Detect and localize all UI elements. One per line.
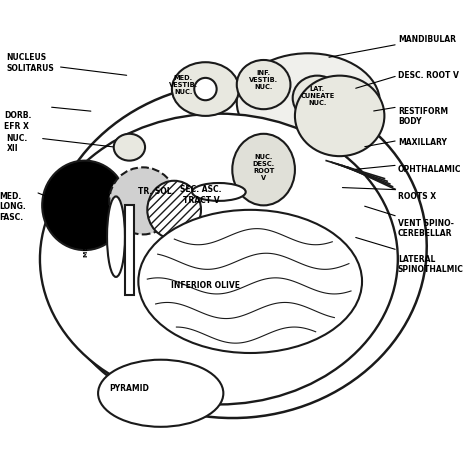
Text: MED.
VESTIB.
NUC.: MED. VESTIB. NUC.: [169, 74, 198, 95]
Ellipse shape: [172, 62, 239, 116]
Text: DORB.
EFR X: DORB. EFR X: [4, 111, 31, 131]
Ellipse shape: [138, 210, 362, 353]
Ellipse shape: [237, 53, 380, 152]
Text: TR. SOL.: TR. SOL.: [138, 188, 175, 197]
Ellipse shape: [107, 197, 125, 277]
Ellipse shape: [295, 76, 384, 156]
Text: INF.
VESTIB.
NUC.: INF. VESTIB. NUC.: [249, 70, 278, 90]
Text: SEC. ASC.
TRACT V: SEC. ASC. TRACT V: [180, 185, 222, 205]
Ellipse shape: [232, 134, 295, 205]
Ellipse shape: [40, 114, 398, 405]
Text: PYRAMID: PYRAMID: [109, 384, 149, 393]
Text: NUC.
DESC.
ROOT
V: NUC. DESC. ROOT V: [253, 154, 274, 181]
Text: NUC.
XII: NUC. XII: [6, 134, 27, 153]
Text: MAXILLARY: MAXILLARY: [398, 138, 447, 147]
Ellipse shape: [237, 60, 291, 109]
Text: INFERIOR OLIVE: INFERIOR OLIVE: [171, 281, 240, 290]
Text: DESC. ROOT V: DESC. ROOT V: [398, 71, 459, 80]
Text: OPHTHALAMIC: OPHTHALAMIC: [398, 165, 461, 174]
Text: MANDIBULAR: MANDIBULAR: [398, 35, 456, 44]
Ellipse shape: [42, 161, 127, 250]
Text: MEDAL LEM: MEDAL LEM: [84, 216, 90, 258]
Ellipse shape: [292, 76, 342, 120]
Ellipse shape: [109, 167, 176, 235]
Text: ROOTS X: ROOTS X: [398, 192, 436, 201]
Ellipse shape: [192, 183, 246, 201]
Text: LAT.
CUNEATE
NUC.: LAT. CUNEATE NUC.: [300, 86, 335, 106]
Ellipse shape: [47, 82, 427, 418]
Ellipse shape: [114, 134, 145, 161]
Circle shape: [194, 78, 217, 100]
Ellipse shape: [98, 360, 223, 427]
Text: RESTIFORM
BODY: RESTIFORM BODY: [398, 107, 448, 126]
Bar: [125, 205, 134, 295]
Text: NUCLEUS
SOLITARUS: NUCLEUS SOLITARUS: [6, 53, 54, 73]
Ellipse shape: [147, 181, 201, 239]
Text: MED.
LONG.
FASC.: MED. LONG. FASC.: [0, 192, 27, 222]
Text: VENT SPINO-
CEREBELLAR: VENT SPINO- CEREBELLAR: [398, 219, 454, 238]
Text: LATERAL
SPINOTHALMIC: LATERAL SPINOTHALMIC: [398, 254, 464, 274]
